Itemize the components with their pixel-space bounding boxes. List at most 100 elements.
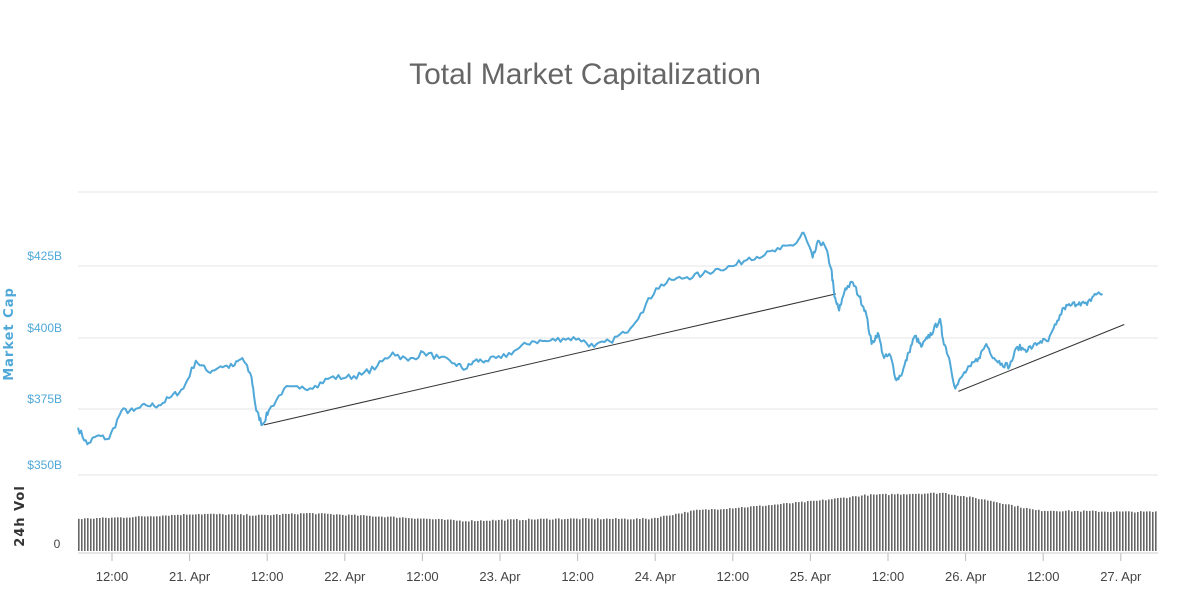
volume-bar xyxy=(807,501,809,551)
volume-bar xyxy=(1119,511,1121,551)
volume-bar xyxy=(495,520,497,551)
volume-bar xyxy=(168,515,170,551)
volume-bar xyxy=(165,515,167,551)
volume-bar xyxy=(429,518,431,551)
volume-bar xyxy=(1101,511,1103,551)
volume-bar xyxy=(405,517,407,551)
volume-bar xyxy=(843,497,845,551)
volume-bar xyxy=(864,494,866,551)
volume-bar xyxy=(837,498,839,551)
x-tick-label: 27. Apr xyxy=(1100,569,1142,584)
volume-bar xyxy=(771,505,773,551)
volume-bar xyxy=(627,519,629,551)
volume-bar xyxy=(783,503,785,551)
x-tick-label: 12:00 xyxy=(96,569,129,584)
volume-bar xyxy=(951,494,953,551)
volume-bar xyxy=(1038,509,1040,551)
volume-bar xyxy=(780,504,782,551)
volume-bar xyxy=(888,495,890,551)
volume-bar xyxy=(786,503,788,551)
volume-bar xyxy=(483,520,485,551)
volume-bar xyxy=(645,518,647,551)
volume-bar xyxy=(153,516,155,551)
volume-bar xyxy=(501,519,503,551)
volume-bar xyxy=(1104,511,1106,551)
volume-bar xyxy=(897,493,899,551)
volume-bar xyxy=(114,517,116,551)
volume-bar xyxy=(798,502,800,551)
volume-bar xyxy=(120,517,122,551)
volume-bar xyxy=(903,494,905,551)
volume-bar xyxy=(1071,511,1073,551)
volume-bar xyxy=(594,519,596,551)
volume-bar xyxy=(516,519,518,551)
volume-bar xyxy=(972,497,974,551)
volume-bar xyxy=(945,493,947,551)
volume-bar xyxy=(273,514,275,551)
volume-bar xyxy=(117,517,119,551)
volume-bar xyxy=(618,518,620,551)
volume-bar xyxy=(438,518,440,551)
volume-bar xyxy=(567,518,569,551)
volume-bar xyxy=(963,496,965,551)
x-tick-label: 12:00 xyxy=(1027,569,1060,584)
volume-bar xyxy=(99,518,101,551)
volume-bar xyxy=(270,515,272,551)
volume-bar xyxy=(279,515,281,551)
volume-bar xyxy=(876,494,878,551)
volume-bar xyxy=(351,514,353,551)
volume-bar xyxy=(216,514,218,551)
volume-bar xyxy=(453,520,455,551)
volume-bar xyxy=(486,520,488,551)
volume-bar xyxy=(192,514,194,551)
volume-bar xyxy=(609,518,611,551)
volume-bar xyxy=(252,515,254,551)
volume-bar xyxy=(882,493,884,551)
volume-bar xyxy=(957,495,959,551)
volume-bar xyxy=(1008,504,1010,551)
volume-bar xyxy=(597,518,599,551)
volume-bar xyxy=(570,518,572,551)
volume-bar xyxy=(975,498,977,551)
volume-bar xyxy=(522,520,524,551)
volume-bar xyxy=(447,519,449,551)
volume-bar xyxy=(801,501,803,551)
volume-bar xyxy=(984,499,986,551)
volume-bar xyxy=(1086,510,1088,551)
volume-bar xyxy=(699,509,701,551)
volume-bar xyxy=(525,520,527,551)
volume-bar xyxy=(1002,504,1004,551)
trend-lines xyxy=(263,293,1125,426)
volume-bar xyxy=(654,517,656,551)
volume-bar xyxy=(909,494,911,551)
volume-bar xyxy=(471,520,473,551)
x-tick-label: 12:00 xyxy=(717,569,750,584)
volume-bar xyxy=(723,509,725,551)
volume-bar xyxy=(432,519,434,551)
volume-bar xyxy=(831,499,833,551)
volume-bar xyxy=(231,514,233,551)
volume-bar xyxy=(825,500,827,551)
volume-bar xyxy=(576,518,578,551)
volume-bar xyxy=(474,521,476,551)
volume-bar xyxy=(927,493,929,551)
volume-bar xyxy=(690,510,692,551)
y-tick-label: $375B xyxy=(27,392,62,406)
volume-bar xyxy=(123,517,125,551)
volume-zero-tick: 0 xyxy=(54,537,61,551)
volume-bar xyxy=(885,493,887,551)
volume-bar xyxy=(906,494,908,551)
volume-bar xyxy=(519,520,521,551)
volume-bar xyxy=(855,496,857,551)
volume-bar xyxy=(204,513,206,551)
volume-bar xyxy=(1134,512,1136,551)
volume-bar xyxy=(870,494,872,551)
volume-bar xyxy=(987,500,989,551)
volume-bar xyxy=(195,514,197,551)
x-axis-ticks: 12:00 21. Apr 12:00 22. Apr 12:00 23. Apr 12:0… xyxy=(78,552,1158,584)
volume-bar xyxy=(492,519,494,551)
volume-bar xyxy=(948,494,950,551)
volume-bar xyxy=(774,504,776,551)
volume-bar xyxy=(684,511,686,551)
